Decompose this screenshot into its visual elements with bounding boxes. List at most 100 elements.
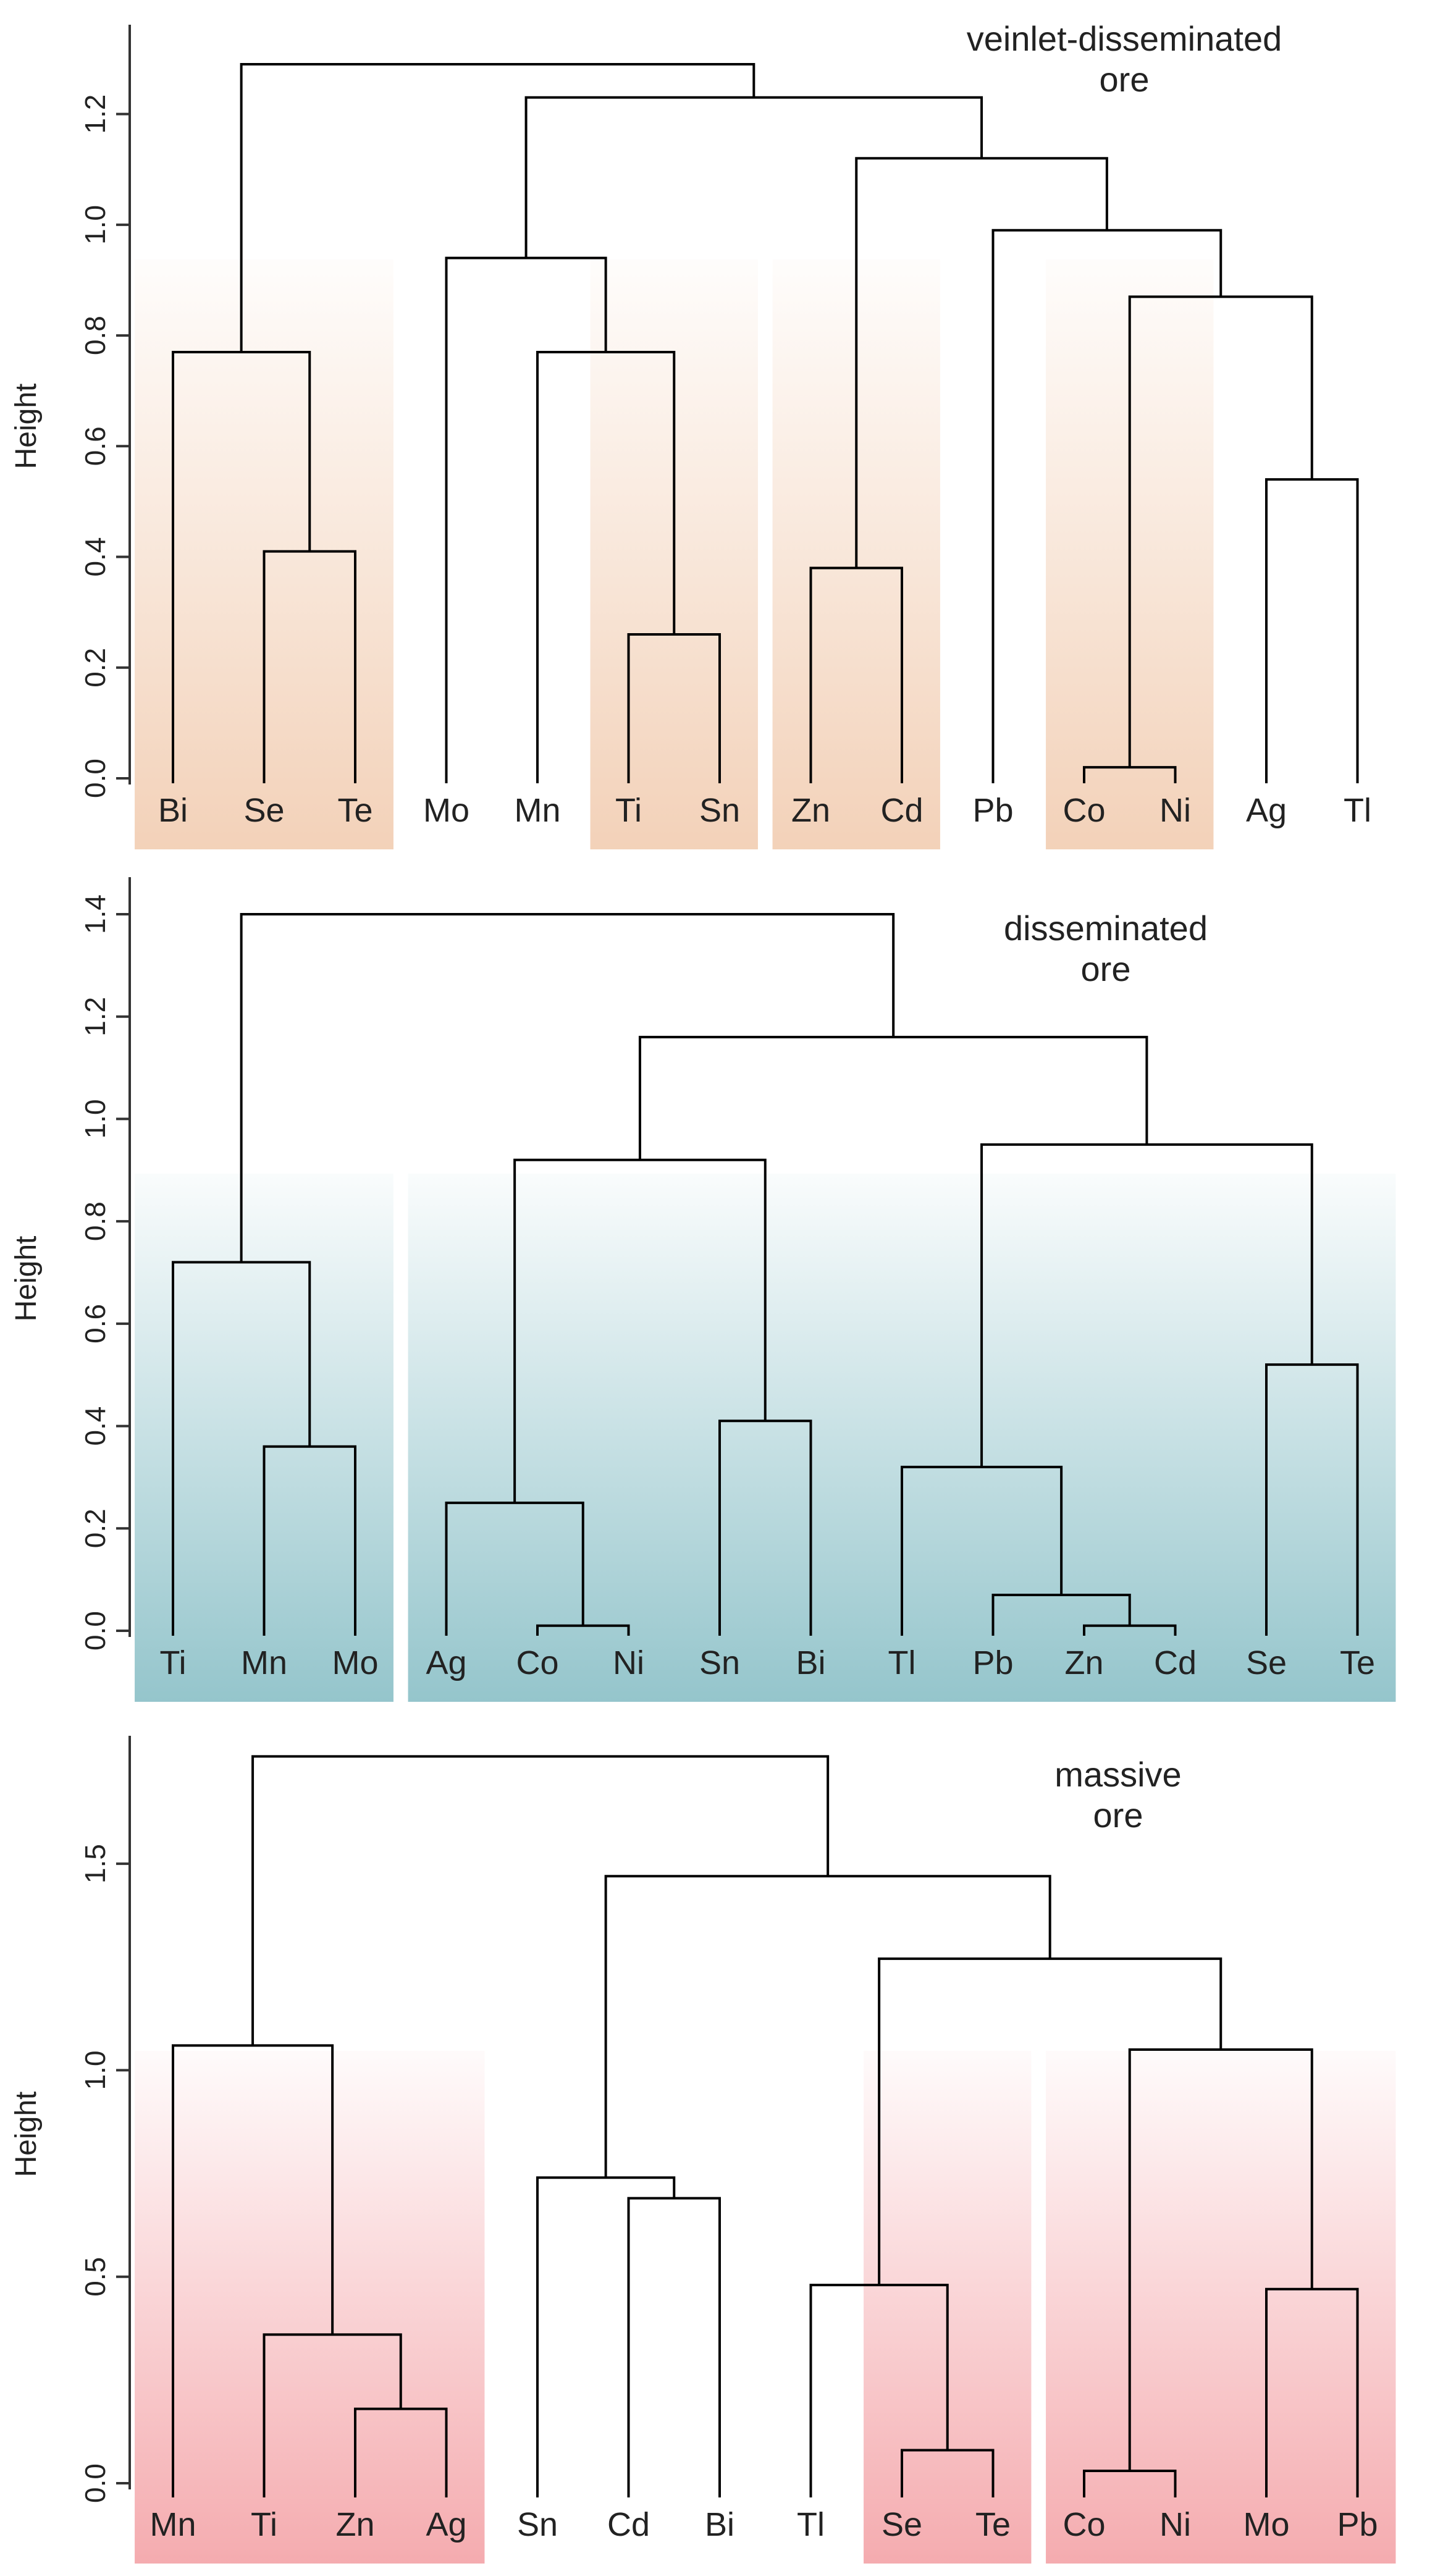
leaf-label-mn: Mn <box>514 792 560 829</box>
leaf-label-cd: Cd <box>1154 1644 1197 1681</box>
leaf-label-co: Co <box>1063 792 1105 829</box>
leaf-label-cd: Cd <box>880 792 923 829</box>
leaf-label-te: Te <box>1340 1644 1375 1681</box>
y-tick-label: 0.0 <box>79 1611 111 1651</box>
leaf-label-ni: Ni <box>1159 792 1191 829</box>
dendrogram-link <box>445 256 607 783</box>
leaf-label-co: Co <box>516 1644 558 1681</box>
y-tick-label: 0.8 <box>79 316 111 355</box>
y-tick-label: 0.6 <box>79 426 111 466</box>
leaf-label-sn: Sn <box>699 792 740 829</box>
leaf-label-mo: Mo <box>423 792 469 829</box>
leaf-label-sn: Sn <box>517 2506 558 2543</box>
leaf-label-pb: Pb <box>972 1644 1013 1681</box>
dendrogram-panel-veinlet-disseminated: 0.0 0.2 0.4 0.6 0.8 1.0 1.2 Height Bi Se Te Mo Mn Ti S… <box>10 25 1371 849</box>
title-line-2: ore <box>1093 1796 1143 1835</box>
y-tick-label: 1.0 <box>79 2050 111 2090</box>
title-line-1: disseminated <box>1004 909 1208 948</box>
y-tick-label: 0.5 <box>79 2257 111 2297</box>
panel-title-massive: massive ore <box>883 1754 1353 1836</box>
dendrogram-link <box>240 913 895 1263</box>
panel-title-disseminated: disseminated ore <box>871 908 1340 990</box>
leaf-label-bi: Bi <box>705 2506 734 2543</box>
y-axis-label: Height <box>10 384 43 469</box>
dendrogram-link <box>1083 766 1177 783</box>
y-tick-label: 1.4 <box>79 894 111 934</box>
y-tick-label: 0.2 <box>79 1508 111 1548</box>
leaf-label-se: Se <box>243 792 284 829</box>
leaf-label-se: Se <box>1246 1644 1287 1681</box>
leaf-label-zn: Zn <box>335 2506 374 2543</box>
y-axis-label: Height <box>10 2092 43 2177</box>
leaf-label-cd: Cd <box>607 2506 650 2543</box>
leaf-label-co: Co <box>1063 2506 1105 2543</box>
dendrogram-link <box>524 96 983 258</box>
y-tick-label: 0.4 <box>79 537 111 577</box>
leaf-label-pb: Pb <box>1337 2506 1378 2543</box>
title-line-1: veinlet-disseminated <box>966 19 1282 58</box>
y-axis-label: Height <box>10 1236 43 1322</box>
leaf-label-se: Se <box>882 2506 922 2543</box>
leaf-label-ti: Ti <box>251 2506 277 2543</box>
leaf-label-mo: Mo <box>332 1644 378 1681</box>
y-tick-label: 0.0 <box>79 2463 111 2503</box>
y-tick-label: 0.2 <box>79 648 111 688</box>
dendrogram-link <box>855 157 1108 568</box>
y-tick-label: 1.5 <box>79 1844 111 1883</box>
title-line-2: ore <box>1080 949 1131 988</box>
dendrogram-link <box>172 350 311 783</box>
leaf-label-tl: Tl <box>797 2506 825 2543</box>
dendrogram-link <box>251 1755 830 2046</box>
dendrogram-link <box>809 566 903 783</box>
dendrogram-panel-massive: 0.0 0.5 1.0 1.5 Height Mn Ti Zn Ag Sn Cd Bi Tl Se Te Co… <box>10 1736 1396 2564</box>
dendrogram-link <box>1265 478 1359 783</box>
y-tick-label: 1.2 <box>79 997 111 1037</box>
leaf-label-mn: Mn <box>149 2506 196 2543</box>
leaf-label-tl: Tl <box>888 1644 916 1681</box>
dendrogram-link <box>536 2176 676 2497</box>
shaded-group-3 <box>1046 2051 1396 2564</box>
dendrogram-link <box>627 2197 721 2497</box>
leaf-label-ti: Ti <box>160 1644 187 1681</box>
leaf-label-mn: Mn <box>241 1644 287 1681</box>
y-tick-label: 1.2 <box>79 95 111 134</box>
leaf-label-bi: Bi <box>158 792 188 829</box>
dendrogram-link <box>991 229 1222 783</box>
leaf-label-ag: Ag <box>426 1644 466 1681</box>
leaf-label-te: Te <box>337 792 372 829</box>
leaf-label-ni: Ni <box>1159 2506 1191 2543</box>
y-tick-label: 0.0 <box>79 759 111 798</box>
leaf-label-tl: Tl <box>1344 792 1371 829</box>
dendrogram-panel-disseminated: 0.0 0.2 0.4 0.6 0.8 1.0 1.2 1.4 Height Ti Mn Mo Ag Co… <box>10 877 1396 1702</box>
dendrogram-link <box>240 62 755 352</box>
leaf-label-ag: Ag <box>1246 792 1287 829</box>
leaf-label-pb: Pb <box>972 792 1013 829</box>
y-tick-label: 0.4 <box>79 1407 111 1446</box>
y-tick-label: 1.0 <box>79 205 111 245</box>
dendrogram-link <box>718 1420 812 1636</box>
y-tick-label: 0.8 <box>79 1201 111 1241</box>
leaf-label-bi: Bi <box>796 1644 825 1681</box>
dendrogram-link <box>354 2407 448 2497</box>
leaf-label-zn: Zn <box>791 792 830 829</box>
dendrogram-link <box>445 1501 584 1636</box>
title-line-1: massive <box>1054 1755 1182 1794</box>
dendrogram-link <box>172 1261 311 1636</box>
dendrogram-link <box>263 550 356 783</box>
panel-title-veinlet-disseminated: veinlet-disseminated ore <box>890 19 1359 100</box>
y-tick-label: 1.0 <box>79 1099 111 1138</box>
y-tick-label: 0.6 <box>79 1304 111 1344</box>
leaf-label-ag: Ag <box>426 2506 466 2543</box>
leaf-label-sn: Sn <box>699 1644 740 1681</box>
leaf-label-mo: Mo <box>1243 2506 1289 2543</box>
dendrogram-link <box>638 1035 1148 1160</box>
dendrogram-link <box>809 2284 949 2497</box>
dendrogram-link <box>1265 1363 1359 1636</box>
leaf-label-zn: Zn <box>1064 1644 1103 1681</box>
title-line-2: ore <box>1099 60 1150 99</box>
shaded-group-1 <box>135 2051 485 2564</box>
leaf-label-te: Te <box>975 2506 1011 2543</box>
dendrogram-link <box>536 350 676 783</box>
leaf-label-ni: Ni <box>613 1644 644 1681</box>
